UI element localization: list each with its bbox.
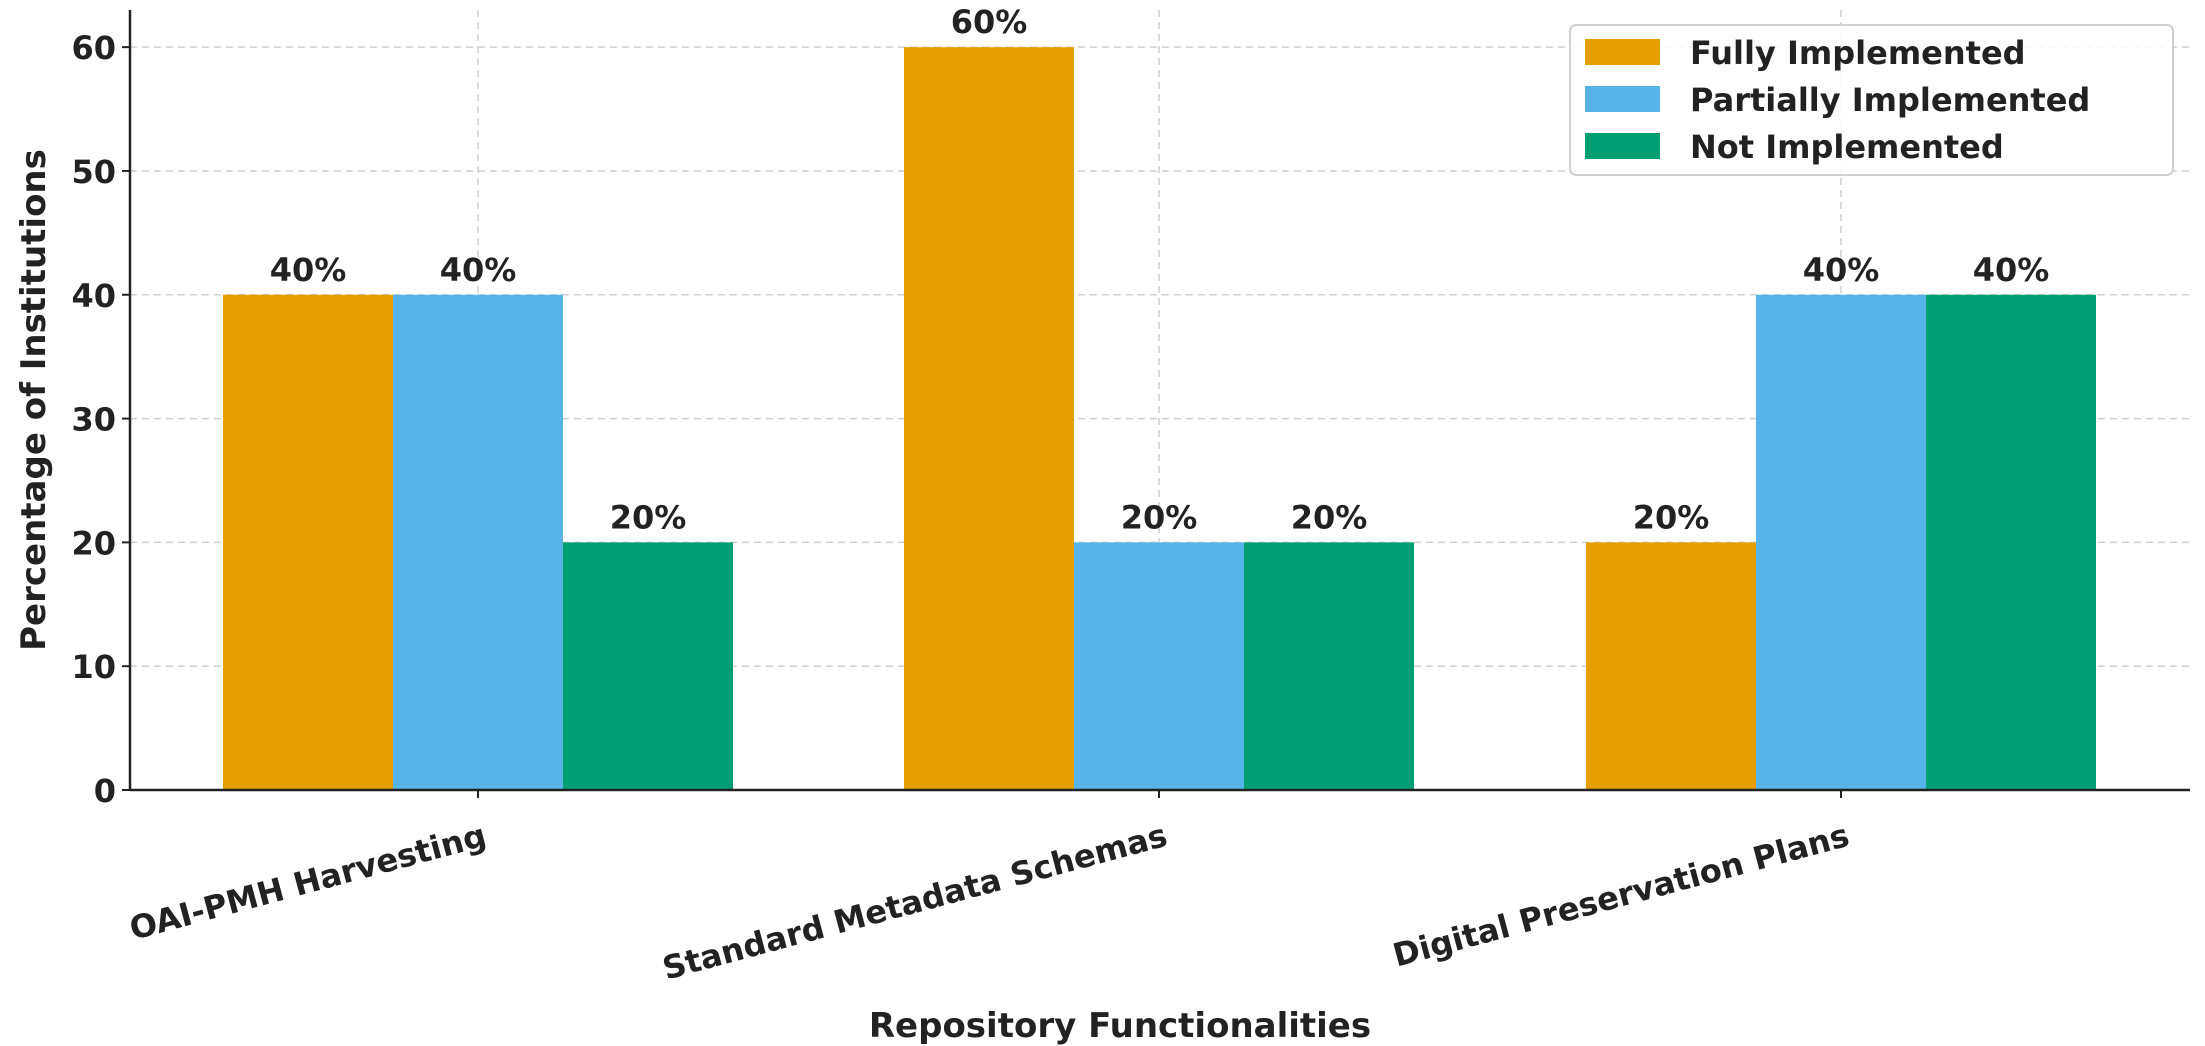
legend-label: Partially Implemented xyxy=(1690,81,2090,119)
bar xyxy=(1244,542,1414,790)
y-tick-label: 10 xyxy=(71,648,116,686)
legend-label: Fully Implemented xyxy=(1690,34,2026,72)
bar xyxy=(1756,294,1926,790)
y-tick-label: 20 xyxy=(71,524,116,562)
legend-swatch xyxy=(1585,133,1660,159)
bar-value-label: 40% xyxy=(270,251,347,289)
y-tick-label: 50 xyxy=(71,153,116,191)
legend-label: Not Implemented xyxy=(1690,128,2004,166)
bar-value-label: 20% xyxy=(610,498,687,536)
bar xyxy=(1074,542,1244,790)
x-tick-label: Digital Preservation Plans xyxy=(1389,816,1853,974)
bar-value-label: 20% xyxy=(1121,498,1198,536)
x-tick-labels: OAI-PMH Harvesting Standard Metadata Sche… xyxy=(126,790,1853,987)
y-tick-labels: 0 10 20 30 40 50 60 xyxy=(71,29,130,810)
bar-value-label: 60% xyxy=(951,3,1028,41)
bars-group xyxy=(223,47,2096,790)
bar xyxy=(223,294,393,790)
legend-box xyxy=(1569,24,2174,176)
x-tick-label: Standard Metadata Schemas xyxy=(658,816,1171,987)
legend-swatch xyxy=(1585,86,1660,112)
bar xyxy=(904,47,1074,790)
y-tick-label: 0 xyxy=(94,772,116,810)
legend-swatch xyxy=(1585,39,1660,65)
data-labels: 40% 60% 20% 40% 20% 40% 20% 20% 40% xyxy=(270,3,2050,536)
y-tick-label: 40 xyxy=(71,277,116,315)
bar-value-label: 20% xyxy=(1633,498,1710,536)
bar xyxy=(563,542,733,790)
bar-value-label: 20% xyxy=(1291,498,1368,536)
bar xyxy=(1586,542,1756,790)
y-tick-label: 30 xyxy=(71,401,116,439)
bar xyxy=(393,294,563,790)
x-tick-label: OAI-PMH Harvesting xyxy=(126,816,491,948)
bar-value-label: 40% xyxy=(1973,251,2050,289)
bar-value-label: 40% xyxy=(440,251,517,289)
bar-value-label: 40% xyxy=(1803,251,1880,289)
x-axis-title: Repository Functionalities xyxy=(869,1006,1371,1046)
bar xyxy=(1926,294,2096,790)
legend: Fully Implemented Partially Implemented No… xyxy=(1569,24,2174,176)
y-tick-label: 60 xyxy=(71,29,116,67)
y-axis-title: Percentage of Institutions xyxy=(14,149,54,651)
